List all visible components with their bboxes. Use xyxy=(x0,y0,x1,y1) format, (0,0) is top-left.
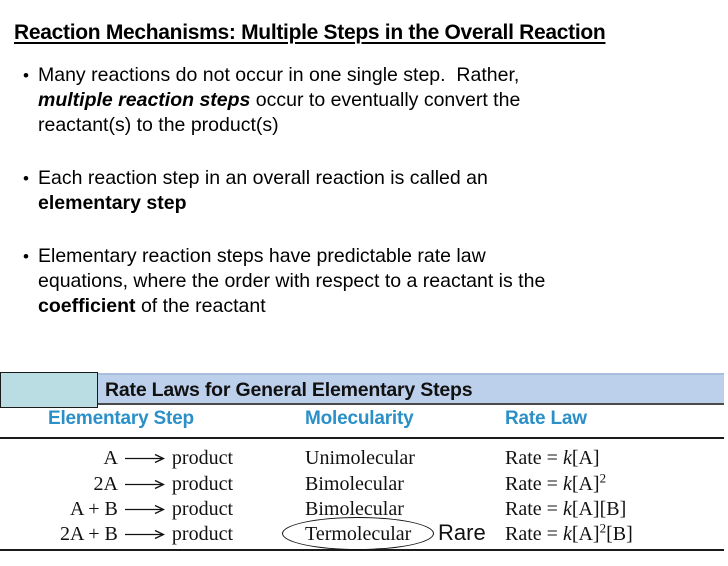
rate-law-cell: Rate = k[A]2[B] xyxy=(505,520,633,546)
bullet-1-line-2: multiple reaction steps occur to eventua… xyxy=(38,89,521,111)
bullet-item-2: • Each reaction step in an overall react… xyxy=(22,166,668,216)
rate-law-cell: Rate = k[A]2 xyxy=(505,469,607,495)
table-row: A + B product Bimolecular Rate = k[A][B] xyxy=(0,497,728,522)
column-header-rate-law: Rate Law xyxy=(505,408,587,429)
bullet-item-1: • Many reactions do not occur in one sin… xyxy=(22,63,668,138)
termolecular-circle-annotation xyxy=(282,517,434,550)
bullet-3-line-3: coefficient of the reactant xyxy=(38,295,266,317)
rate-law-cell: Rate = k[A][B] xyxy=(505,497,627,520)
table-row: A product Unimolecular Rate = k[A] xyxy=(0,446,728,471)
reaction-arrow-icon xyxy=(124,504,165,515)
reaction-arrow-icon xyxy=(124,529,165,540)
molecularity-cell: Unimolecular xyxy=(305,447,415,470)
bullet-3-line-1: Elementary reaction steps have predictab… xyxy=(38,245,486,267)
rate-law-cell: Rate = k[A] xyxy=(505,447,600,470)
elementary-step-cell: A product xyxy=(103,447,233,470)
bullet-3-line-2: equations, where the order with respect … xyxy=(38,270,546,292)
reaction-arrow-icon xyxy=(124,453,165,464)
bullet-item-3: • Elementary reaction steps have predict… xyxy=(22,244,668,319)
page-title: Reaction Mechanisms: Multiple Steps in t… xyxy=(14,21,606,44)
corner-highlight-box xyxy=(0,372,98,408)
table-title-bar: Rate Laws for General Elementary Steps xyxy=(0,373,724,405)
bullet-icon: • xyxy=(23,66,29,85)
elementary-step-cell: A + B product xyxy=(69,497,233,520)
reaction-arrow-icon xyxy=(124,479,165,490)
table-row: 2A product Bimolecular Rate = k[A]2 xyxy=(0,471,728,496)
emphasis-text: multiple reaction steps xyxy=(38,89,251,111)
bullet-list: • Many reactions do not occur in one sin… xyxy=(22,63,668,319)
rate-laws-figure: Rate Laws for General Elementary Steps E… xyxy=(0,370,728,566)
bullet-2-line-1: Each reaction step in an overall reactio… xyxy=(38,167,488,189)
emphasis-text: coefficient xyxy=(38,295,136,317)
table-top-rule xyxy=(0,437,724,439)
molecularity-cell: Bimolecular xyxy=(305,497,404,520)
rare-annotation-label: Rare xyxy=(438,520,486,545)
column-header-elementary-step: Elementary Step xyxy=(48,408,194,429)
molecularity-cell: Bimolecular xyxy=(305,472,404,495)
emphasis-text: elementary step xyxy=(38,192,187,214)
table-title: Rate Laws for General Elementary Steps xyxy=(105,379,473,401)
elementary-step-cell: 2A product xyxy=(93,472,233,495)
bullet-1-line-1: Many reactions do not occur in one singl… xyxy=(38,64,520,86)
elementary-step-cell: 2A + B product xyxy=(59,523,233,546)
bullet-1-line-3: reactant(s) to the product(s) xyxy=(38,114,279,136)
bullet-2-line-2: elementary step xyxy=(38,191,668,216)
column-header-molecularity: Molecularity xyxy=(305,408,414,429)
bullet-icon: • xyxy=(23,247,29,266)
bullet-icon: • xyxy=(23,169,29,188)
